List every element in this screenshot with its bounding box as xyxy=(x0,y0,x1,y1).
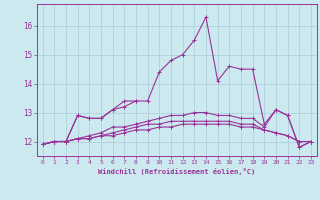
X-axis label: Windchill (Refroidissement éolien,°C): Windchill (Refroidissement éolien,°C) xyxy=(98,168,255,175)
